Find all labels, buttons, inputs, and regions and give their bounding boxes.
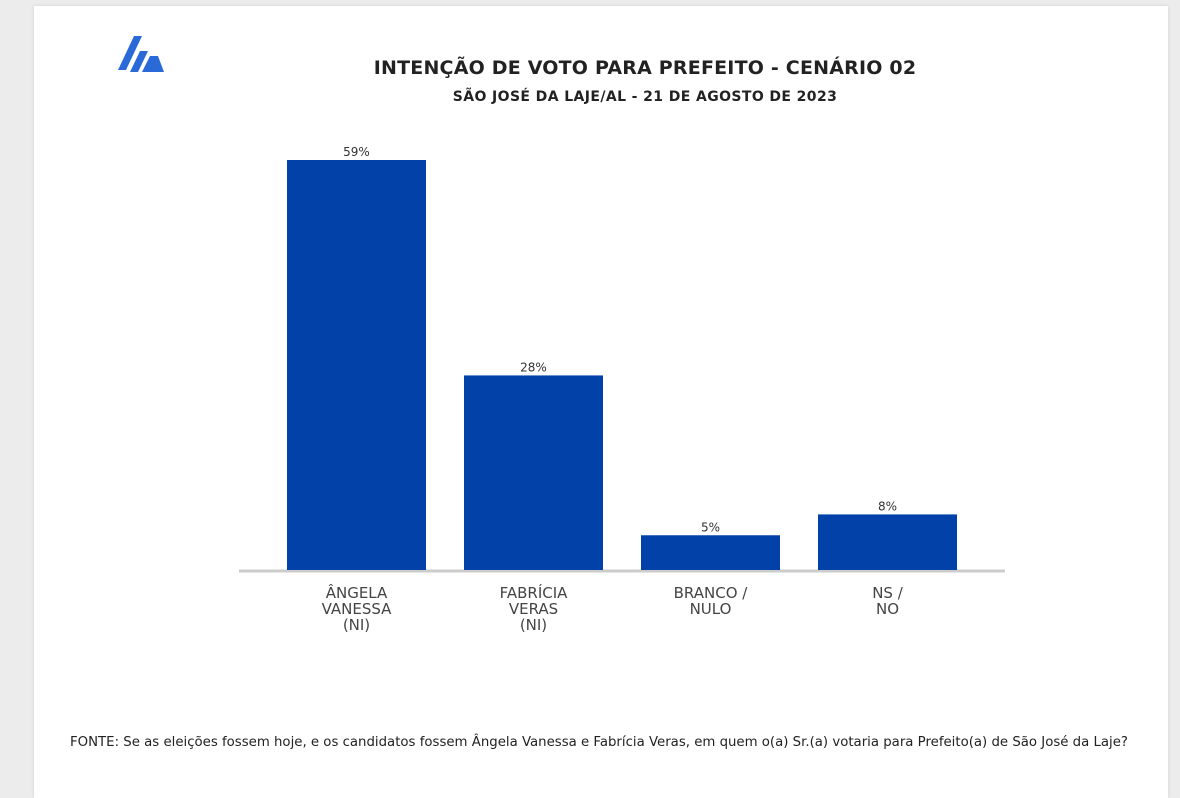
bar-value-label: 28% — [520, 360, 547, 374]
bar-chart: 59% 28% 5% 8% — [239, 145, 1005, 573]
bar-1 — [287, 160, 426, 570]
bar-value-label: 5% — [701, 520, 720, 534]
x-tick-label: ÂNGELA VANESSA (NI) — [321, 584, 392, 634]
x-tick-label: BRANCO / NULO — [673, 584, 748, 618]
x-tick-label: NS / NO — [872, 584, 903, 618]
x-tick-label: FABRÍCIA VERAS (NI) — [499, 584, 568, 634]
bar-2 — [464, 375, 603, 570]
chart-subtitle: SÃO JOSÉ DA LAJE/AL - 21 DE AGOSTO DE 20… — [452, 89, 838, 105]
bar-3 — [641, 535, 780, 570]
chart-title: INTENÇÃO DE VOTO PARA PREFEITO - CENÁRIO… — [373, 57, 917, 79]
bar-value-label: 59% — [343, 145, 370, 159]
source-note: FONTE: Se as eleições fossem hoje, e os … — [70, 735, 1128, 750]
bar-4 — [818, 514, 957, 570]
bar-value-label: 8% — [878, 499, 897, 513]
brand-logo-icon — [118, 36, 164, 72]
